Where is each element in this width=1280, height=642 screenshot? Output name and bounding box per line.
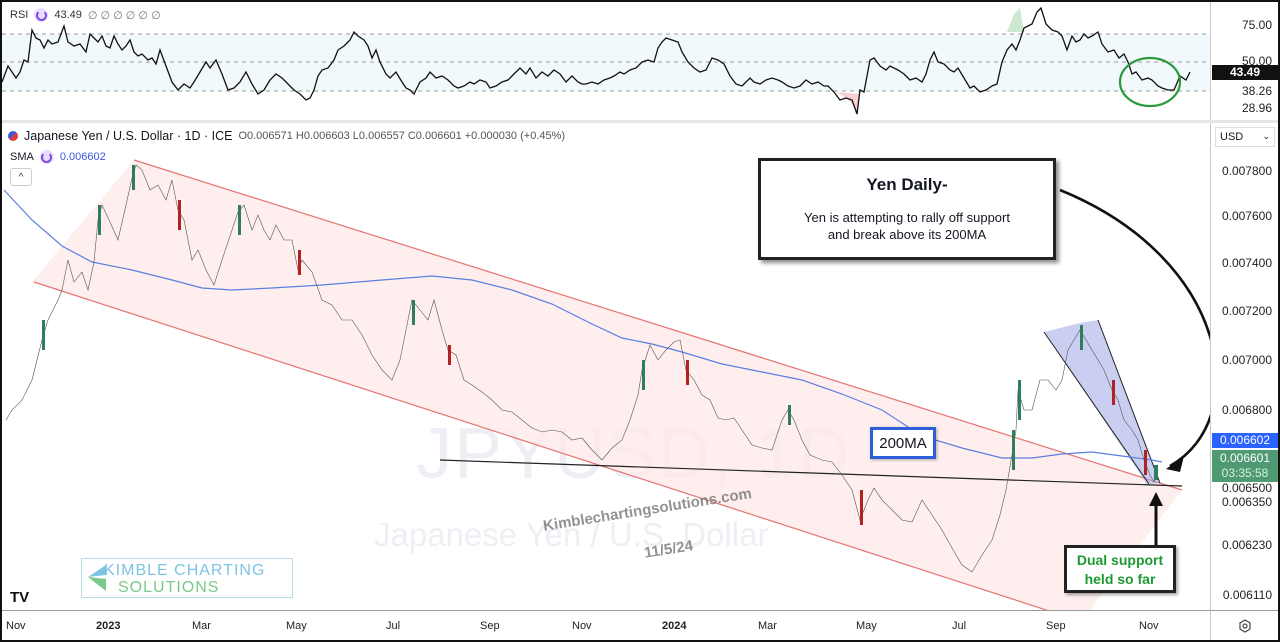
candlesticks: [5, 164, 1159, 573]
arrow-logo-icon: [88, 565, 106, 591]
pane-separator[interactable]: [2, 120, 1278, 123]
rsi-value: 43.49: [54, 9, 82, 21]
main-chart-pane[interactable]: JPYUSD, 1D Japanese Yen / U.S. Dollar: [2, 123, 1210, 610]
currency-label: USD: [1220, 131, 1244, 143]
symbol-legend[interactable]: Japanese Yen / U.S. Dollar · 1D · ICE O0…: [8, 129, 565, 143]
currency-selector[interactable]: USD ⌄: [1215, 127, 1275, 147]
symbol-title: Japanese Yen / U.S. Dollar · 1D · ICE: [24, 129, 233, 143]
sma-value: 0.006602: [59, 151, 106, 163]
last-price: 0.006601: [1219, 451, 1271, 465]
time-label: Jul: [952, 620, 967, 632]
candle-bodies: [42, 165, 1158, 525]
last-price-tag: 0.006601 03:35:58: [1212, 450, 1278, 482]
support-line1: Dual support: [1076, 552, 1164, 568]
rsi-axis-label: 38.26: [1241, 84, 1272, 98]
logo-line1: KIMBLE CHARTING: [104, 562, 266, 579]
rsi-pane[interactable]: RSI 43.49 ∅ ∅ ∅ ∅ ∅ ∅: [2, 2, 1210, 120]
rsi-axis-label: 28.96: [1241, 101, 1272, 115]
price-axis-label: 0.007800: [1221, 164, 1272, 178]
time-label: Mar: [192, 620, 211, 632]
price-axis-label: 0.006500: [1221, 481, 1272, 495]
kimble-logo: KIMBLE CHARTING SOLUTIONS: [81, 558, 293, 598]
logo-line2: SOLUTIONS: [118, 579, 220, 596]
refresh-icon[interactable]: [39, 150, 54, 164]
chevron-up-icon: ^: [18, 171, 24, 183]
rsi-label: RSI: [10, 9, 29, 21]
time-label: Sep: [1046, 620, 1066, 632]
settings-button[interactable]: [1210, 610, 1278, 640]
price-axis-label: 0.007000: [1221, 353, 1272, 367]
chevron-down-icon: ⌄: [1262, 131, 1270, 141]
flag-icon: [8, 131, 18, 141]
time-label: Nov: [6, 620, 26, 632]
rsi-legend[interactable]: RSI 43.49 ∅ ∅ ∅ ∅ ∅ ∅: [10, 8, 161, 22]
rsi-placeholders: ∅ ∅ ∅ ∅ ∅ ∅: [87, 9, 161, 22]
name-watermark: Japanese Yen / U.S. Dollar: [374, 516, 769, 553]
time-label: May: [856, 620, 877, 632]
support-line2: held so far: [1084, 571, 1156, 587]
time-label: May: [286, 620, 307, 632]
gear-icon: [1238, 618, 1251, 633]
rsi-plot: [2, 6, 1210, 115]
time-label: 2024: [662, 620, 687, 632]
yen-daily-callout: Yen Daily- Yen is attempting to rally of…: [758, 158, 1056, 260]
rsi-axis-label: 50.00: [1241, 54, 1272, 68]
price-axis-label: 0.006110: [1222, 588, 1272, 602]
time-label: Sep: [480, 620, 500, 632]
price-axis-label: 0.006350: [1221, 495, 1272, 509]
rsi-highlight-circle: [1118, 56, 1182, 108]
rsi-price-axis[interactable]: 75.00 50.00 38.26 28.96 43.49: [1210, 2, 1278, 120]
time-label: 2023: [96, 620, 121, 632]
price-axis-label: 0.007200: [1221, 304, 1272, 318]
sma-label: SMA: [10, 151, 34, 163]
price-axis-label: 0.006230: [1221, 538, 1272, 552]
ohlc-values: O0.006571 H0.006603 L0.006557 C0.006601 …: [238, 130, 566, 142]
sma-price-tag: 0.006602: [1212, 433, 1278, 448]
price-axis[interactable]: USD ⌄ 0.007800 0.007600 0.007400 0.00720…: [1210, 123, 1278, 610]
callout-title: Yen Daily-: [866, 175, 948, 194]
200ma-label: 200MA: [870, 427, 936, 459]
time-label: Nov: [572, 620, 592, 632]
rsi-axis-label: 75.00: [1241, 18, 1272, 32]
price-axis-label: 0.006800: [1221, 403, 1272, 417]
callout-body-line2: and break above its 200MA: [827, 227, 987, 242]
price-axis-label: 0.007600: [1221, 209, 1272, 223]
time-label: Jul: [386, 620, 401, 632]
rsi-current-tag: 43.49: [1212, 65, 1278, 80]
price-axis-label: 0.007400: [1221, 256, 1272, 270]
time-label: Nov: [1139, 620, 1159, 632]
collapse-legend-button[interactable]: ^: [10, 168, 32, 186]
refresh-icon[interactable]: [34, 8, 49, 22]
bar-countdown: 03:35:58: [1221, 466, 1269, 480]
callout-body-line1: Yen is attempting to rally off support: [804, 210, 1010, 225]
tradingview-logo[interactable]: TV: [10, 589, 30, 606]
sma-legend[interactable]: SMA 0.006602: [10, 150, 106, 164]
time-label: Mar: [758, 620, 777, 632]
time-axis[interactable]: Nov 2023 Mar May Jul Sep Nov 2024 Mar Ma…: [2, 610, 1210, 640]
dual-support-label: Dual support held so far: [1064, 545, 1176, 593]
price-plot: [3, 159, 1210, 610]
